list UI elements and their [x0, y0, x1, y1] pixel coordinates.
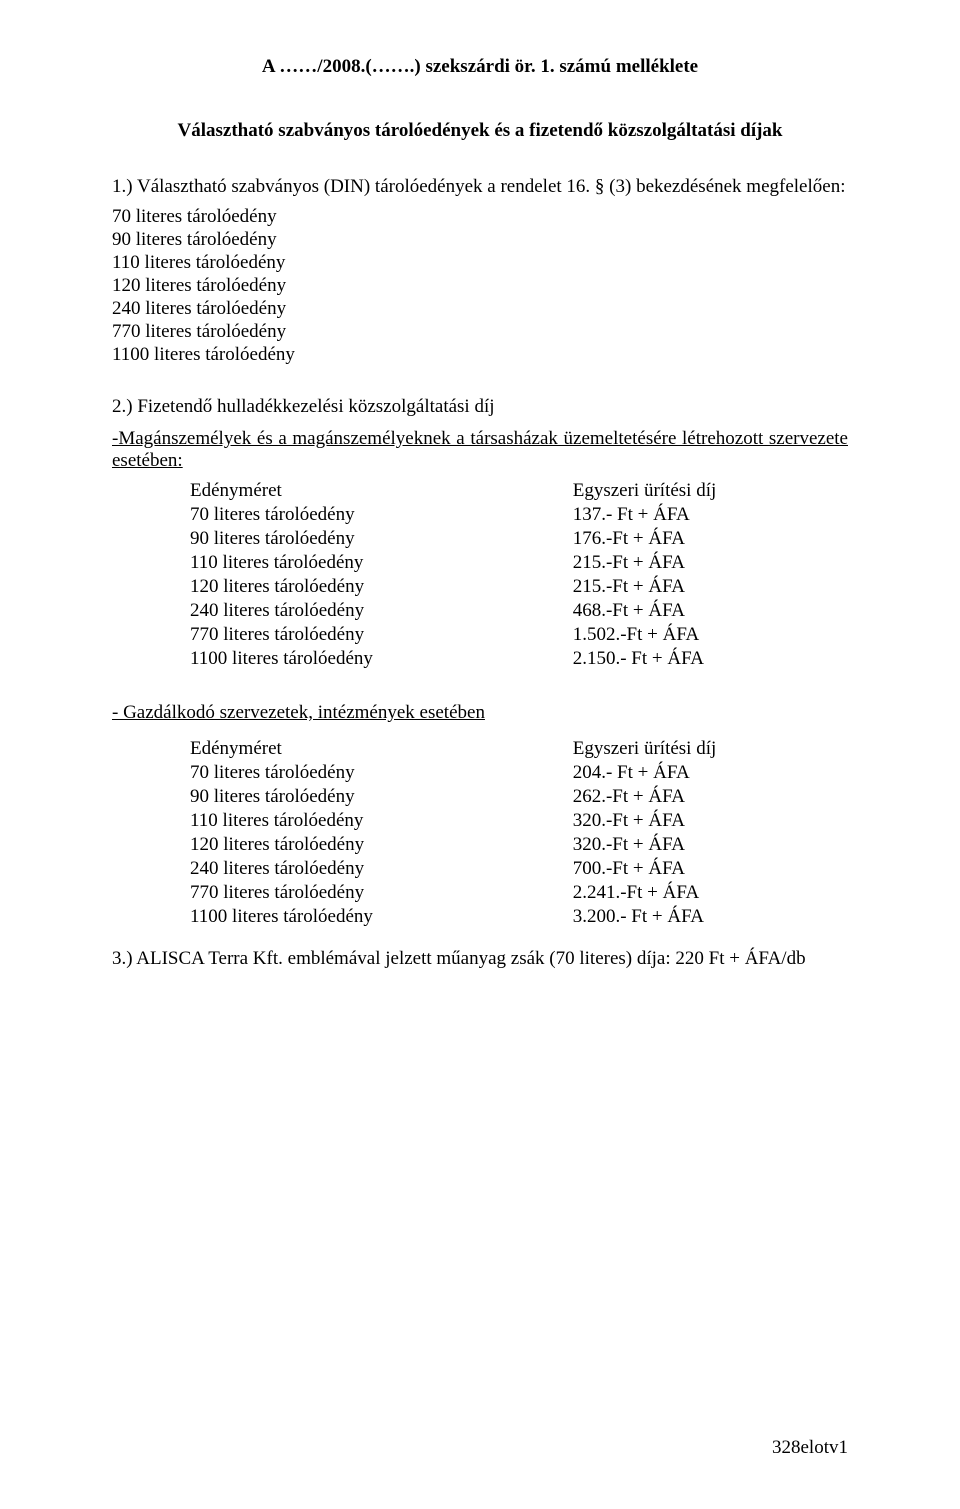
list-item: 110 literes tárolóedény — [112, 252, 848, 274]
cell-size: 770 literes tárolóedény — [112, 624, 465, 646]
section2-sub-b: - Gazdálkodó szervezetek, intézmények es… — [112, 702, 848, 724]
cell-size: 110 literes tárolóedény — [112, 552, 465, 574]
cell-size: 110 literes tárolóedény — [112, 810, 465, 832]
cell-fee: 176.-Ft + ÁFA — [495, 528, 848, 550]
cell-size: 240 literes tárolóedény — [112, 858, 465, 880]
cell-size: 90 literes tárolóedény — [112, 528, 465, 550]
cell-fee: 1.502.-Ft + ÁFA — [495, 624, 848, 646]
cell-size: 1100 literes tárolóedény — [112, 648, 465, 670]
table-row: 770 literes tárolóedény 2.241.-Ft + ÁFA — [112, 882, 848, 904]
list-item: 120 literes tárolóedény — [112, 275, 848, 297]
table-row: 110 literes tárolóedény 215.-Ft + ÁFA — [112, 552, 848, 574]
list-item: 90 literes tárolóedény — [112, 229, 848, 251]
cell-fee: 3.200.- Ft + ÁFA — [495, 906, 848, 928]
cell-size: 120 literes tárolóedény — [112, 576, 465, 598]
section3-text: 3.) ALISCA Terra Kft. emblémával jelzett… — [112, 948, 848, 970]
table-header-row: Edényméret Egyszeri ürítési díj — [112, 480, 848, 502]
table-row: 1100 literes tárolóedény 2.150.- Ft + ÁF… — [112, 648, 848, 670]
table-row: 110 literes tárolóedény 320.-Ft + ÁFA — [112, 810, 848, 832]
section2-sub-a: -Magánszemélyek és a magánszemélyeknek a… — [112, 428, 848, 472]
table-row: 90 literes tárolóedény 176.-Ft + ÁFA — [112, 528, 848, 550]
cell-fee: 320.-Ft + ÁFA — [495, 834, 848, 856]
cell-fee: 320.-Ft + ÁFA — [495, 810, 848, 832]
table-row: 70 literes tárolóedény 204.- Ft + ÁFA — [112, 762, 848, 784]
list-item: 770 literes tárolóedény — [112, 321, 848, 343]
page-subtitle: Választható szabványos tárolóedények és … — [112, 120, 848, 142]
section1-intro: 1.) Választható szabványos (DIN) tárolóe… — [112, 176, 848, 198]
table-row: 240 literes tárolóedény 468.-Ft + ÁFA — [112, 600, 848, 622]
table-row: 120 literes tárolóedény 320.-Ft + ÁFA — [112, 834, 848, 856]
cell-fee: 2.241.-Ft + ÁFA — [495, 882, 848, 904]
cell-fee: 137.- Ft + ÁFA — [495, 504, 848, 526]
table-row: 120 literes tárolóedény 215.-Ft + ÁFA — [112, 576, 848, 598]
page-footer: 328elotv1 — [772, 1437, 848, 1459]
cell-size: 70 literes tárolóedény — [112, 762, 465, 784]
col-header-size: Edényméret — [112, 738, 465, 760]
cell-fee: 468.-Ft + ÁFA — [495, 600, 848, 622]
cell-size: 770 literes tárolóedény — [112, 882, 465, 904]
table-header-row: Edényméret Egyszeri ürítési díj — [112, 738, 848, 760]
col-header-fee: Egyszeri ürítési díj — [495, 480, 848, 502]
section2-sub-b-text: - Gazdálkodó szervezetek, intézmények es… — [112, 702, 485, 723]
section2-sub-a-text: -Magánszemélyek és a magánszemélyeknek a… — [112, 428, 848, 471]
cell-fee: 215.-Ft + ÁFA — [495, 552, 848, 574]
table-row: 1100 literes tárolóedény 3.200.- Ft + ÁF… — [112, 906, 848, 928]
document-page: A ……/2008.(…….) szekszárdi ör. 1. számú … — [0, 0, 960, 1509]
table-row: 770 literes tárolóedény 1.502.-Ft + ÁFA — [112, 624, 848, 646]
cell-size: 120 literes tárolóedény — [112, 834, 465, 856]
cell-size: 70 literes tárolóedény — [112, 504, 465, 526]
page-title: A ……/2008.(…….) szekszárdi ör. 1. számú … — [112, 56, 848, 78]
cell-fee: 700.-Ft + ÁFA — [495, 858, 848, 880]
list-item: 240 literes tárolóedény — [112, 298, 848, 320]
cell-fee: 204.- Ft + ÁFA — [495, 762, 848, 784]
cell-size: 1100 literes tárolóedény — [112, 906, 465, 928]
cell-fee: 2.150.- Ft + ÁFA — [495, 648, 848, 670]
section1-list: 70 literes tárolóedény 90 literes tároló… — [112, 206, 848, 366]
cell-fee: 215.-Ft + ÁFA — [495, 576, 848, 598]
cell-fee: 262.-Ft + ÁFA — [495, 786, 848, 808]
cell-size: 90 literes tárolóedény — [112, 786, 465, 808]
table-row: 240 literes tárolóedény 700.-Ft + ÁFA — [112, 858, 848, 880]
list-item: 70 literes tárolóedény — [112, 206, 848, 228]
section2-title: 2.) Fizetendő hulladékkezelési közszolgá… — [112, 396, 848, 418]
cell-size: 240 literes tárolóedény — [112, 600, 465, 622]
col-header-size: Edényméret — [112, 480, 465, 502]
list-item: 1100 literes tárolóedény — [112, 344, 848, 366]
col-header-fee: Egyszeri ürítési díj — [495, 738, 848, 760]
table-row: 70 literes tárolóedény 137.- Ft + ÁFA — [112, 504, 848, 526]
table-row: 90 literes tárolóedény 262.-Ft + ÁFA — [112, 786, 848, 808]
